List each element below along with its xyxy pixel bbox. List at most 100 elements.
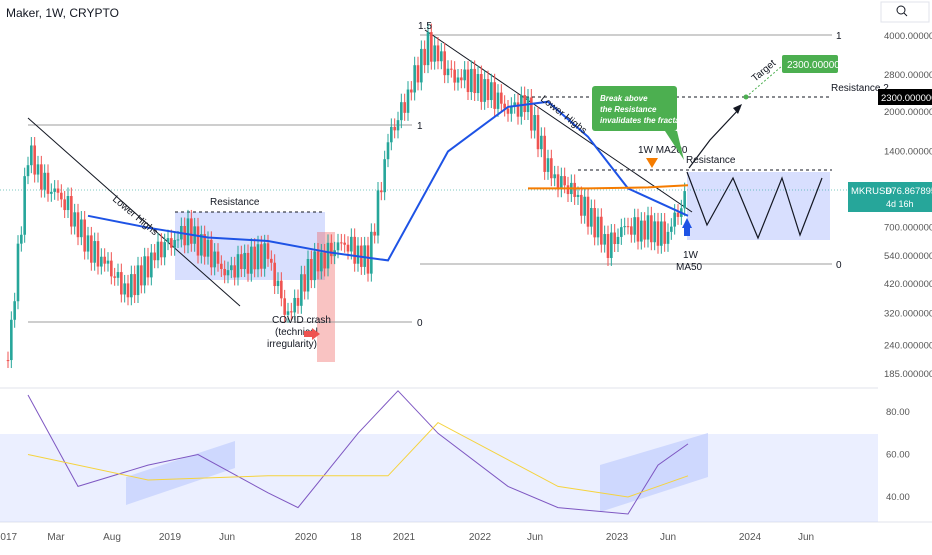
candle-body <box>210 239 213 268</box>
candle-body <box>540 135 543 150</box>
candle-body <box>106 260 110 264</box>
candle-body <box>330 242 333 257</box>
ma50-arrow-stem <box>684 228 690 236</box>
candle-body <box>306 258 310 292</box>
breakout-arrow <box>688 107 741 169</box>
candle-body <box>10 319 13 361</box>
fib-left-0-label: 0 <box>417 318 423 329</box>
candle-body <box>633 217 636 235</box>
callout-box <box>592 86 677 131</box>
price-badge-ticker: MKRUSD <box>851 186 892 197</box>
price-ticks: 4000.000000 2800.000000 2000.000000 1400.00… <box>884 31 932 380</box>
projected-fractal-path <box>686 171 823 240</box>
candle-body <box>656 221 660 246</box>
candle-body <box>156 241 160 261</box>
lower-highs-left-line <box>27 117 241 307</box>
candle-body <box>366 245 370 274</box>
candle-body <box>283 298 286 315</box>
candle-body <box>80 219 83 238</box>
candle-body <box>270 258 273 263</box>
candle-body <box>140 265 143 286</box>
candle-body <box>393 126 396 131</box>
lower-highs-right-line <box>424 29 693 213</box>
candle-body <box>340 242 343 244</box>
candle-body <box>160 241 163 258</box>
candle-body <box>256 244 260 270</box>
candle-body <box>150 252 153 278</box>
candle-body <box>263 243 266 269</box>
candle-body <box>183 225 186 246</box>
search-icon[interactable] <box>880 1 930 23</box>
price-tick-label-10: 185.000000 <box>884 369 932 380</box>
candle-body <box>170 238 173 248</box>
candle-body <box>583 196 586 216</box>
target-badge <box>782 55 838 73</box>
candle-body <box>410 89 413 93</box>
candle-body <box>480 74 483 102</box>
candle-body <box>396 120 400 131</box>
candle-body <box>206 239 210 257</box>
candle-body <box>96 241 100 267</box>
fractal-zone-right <box>687 172 830 240</box>
candle-body <box>233 265 236 278</box>
candle-body <box>200 234 203 256</box>
candle-body <box>266 243 270 259</box>
candle-body <box>6 360 10 362</box>
price-tick-label-9: 240.000000 <box>884 340 932 351</box>
candle-body <box>586 196 590 227</box>
time-ticks: 2017 Mar Aug 2019 Jun 2020 18 2021 2022 Jun 2023 Ju… <box>0 532 814 543</box>
candle-body <box>116 272 120 278</box>
candle-body <box>110 260 113 277</box>
rsi-ticks: 80.00 60.00 40.00 <box>886 407 910 503</box>
candle-body <box>353 236 356 264</box>
candle-body <box>560 176 563 190</box>
candle-body <box>23 176 26 235</box>
candle-body <box>20 234 23 244</box>
candle-body <box>323 252 326 269</box>
candle-body <box>466 69 470 93</box>
rsi-tick-label-1: 60.00 <box>886 450 910 461</box>
candle-body <box>286 311 290 315</box>
candle-body <box>66 196 70 211</box>
covid-arrow-icon <box>312 328 320 340</box>
candle-body <box>216 251 220 264</box>
candle-body <box>136 265 140 296</box>
candle-body <box>236 254 240 278</box>
resistance-right-label: Resistance <box>686 155 736 166</box>
price-tick-label-8: 320.000000 <box>884 309 932 320</box>
candle-body <box>73 212 76 227</box>
fib-right-15-label: 1.5 <box>418 21 432 32</box>
candle-body <box>566 185 570 195</box>
candle-body <box>280 280 283 299</box>
candle-body <box>673 212 676 227</box>
candle-body <box>643 220 646 240</box>
candle-body <box>276 280 280 287</box>
price-tick-label-6: 540.000000 <box>884 251 932 262</box>
time-tick-label-0: 2017 <box>0 532 18 543</box>
candle-body <box>246 252 250 274</box>
candle-body <box>530 97 533 131</box>
candle-body <box>600 216 603 245</box>
candle-body <box>456 77 460 83</box>
candle-body <box>476 74 480 94</box>
candle-body <box>240 254 243 270</box>
candle-body <box>33 145 36 175</box>
candle-body <box>380 190 383 193</box>
candle-body <box>533 115 536 131</box>
candle-body <box>563 176 566 186</box>
candle-body <box>223 268 226 276</box>
time-tick-label-8: 2022 <box>469 532 492 543</box>
candle-body <box>590 208 593 227</box>
candle-body <box>350 236 353 252</box>
time-tick-label-11: Jun <box>660 532 676 543</box>
candle-body <box>173 239 176 248</box>
candle-body <box>166 238 170 243</box>
candle-body <box>453 69 456 83</box>
candle-body <box>650 215 653 243</box>
candle-body <box>163 242 166 258</box>
candle-body <box>376 190 380 236</box>
time-tick-label-1: Mar <box>47 532 65 543</box>
candle-body <box>230 265 233 271</box>
